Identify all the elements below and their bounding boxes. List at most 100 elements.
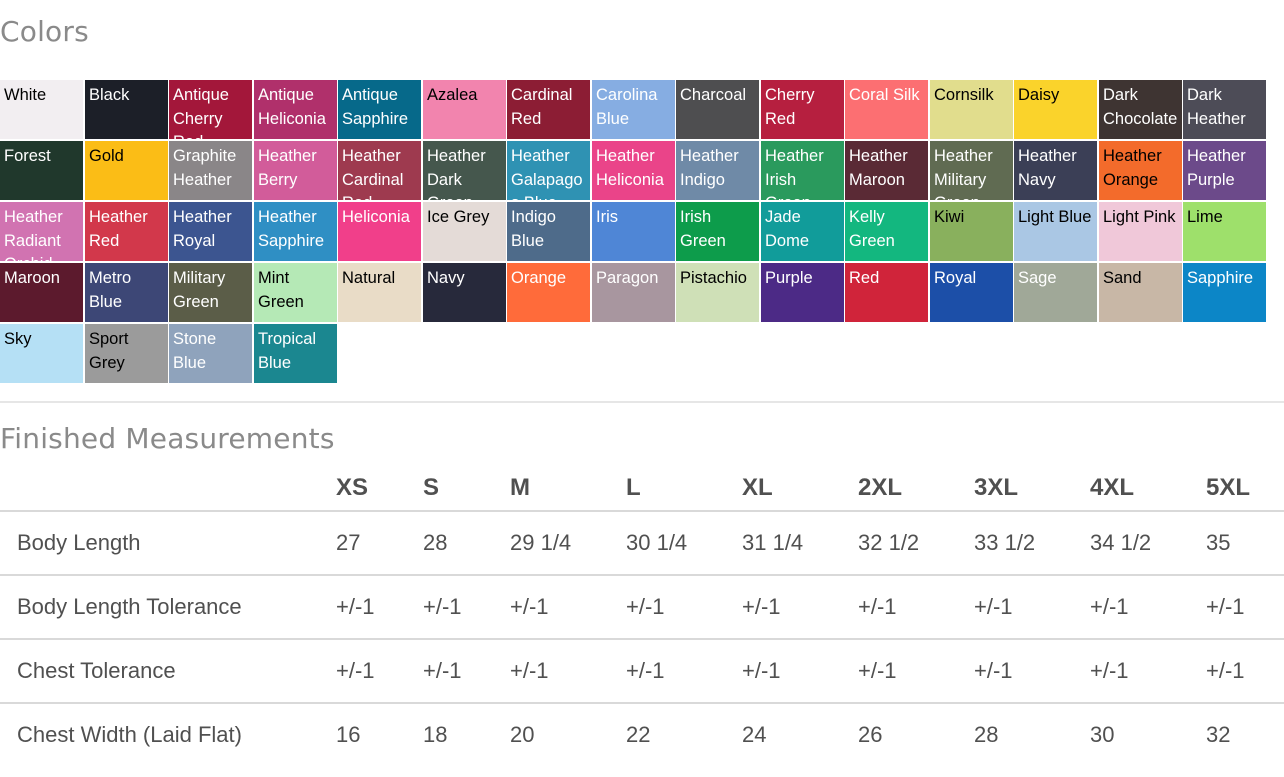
color-swatch[interactable]: Ice Grey — [423, 202, 506, 261]
color-swatch[interactable]: Heather Sapphire — [254, 202, 337, 261]
measurement-value: 30 — [1090, 722, 1115, 747]
color-swatch[interactable]: Graphite Heather — [169, 141, 252, 200]
color-swatch[interactable]: Navy — [423, 263, 506, 322]
measurement-row: Body Length Tolerance +/-1 +/-1 +/-1 +/-1 +/-… — [0, 575, 1284, 639]
color-swatch[interactable]: Sage — [1014, 263, 1097, 322]
color-swatch[interactable]: Heather Cardinal Red — [338, 141, 421, 200]
color-swatch[interactable]: White — [0, 80, 83, 139]
color-swatch[interactable]: Gold — [85, 141, 168, 200]
size-header-5xl: 5XL — [1206, 474, 1251, 501]
size-header-xl: XL — [742, 474, 773, 501]
color-swatch[interactable]: Royal — [930, 263, 1013, 322]
measurement-value: +/-1 — [626, 658, 665, 683]
color-swatch[interactable]: Stone Blue — [169, 324, 252, 383]
color-swatch[interactable]: Heather Navy — [1014, 141, 1097, 200]
color-swatch[interactable]: Heather Radiant Orchid — [0, 202, 83, 261]
measurement-label: Body Length — [17, 530, 141, 555]
color-swatch[interactable]: Antique Cherry Red — [169, 80, 252, 139]
color-swatch[interactable]: Iris — [592, 202, 675, 261]
measurement-value: +/-1 — [1090, 658, 1129, 683]
color-swatch[interactable]: Heather Heliconia — [592, 141, 675, 200]
color-swatch[interactable]: Heliconia — [338, 202, 421, 261]
color-swatch[interactable]: Paragon — [592, 263, 675, 322]
color-swatch[interactable]: Heather Galapagos Blue — [507, 141, 590, 200]
measurement-value: 26 — [858, 722, 883, 747]
color-swatch[interactable]: Cardinal Red — [507, 80, 590, 139]
color-swatch[interactable]: Sapphire — [1183, 263, 1266, 322]
size-header-xs: XS — [336, 474, 369, 501]
color-swatch[interactable]: Orange — [507, 263, 590, 322]
measurement-value: +/-1 — [626, 594, 665, 619]
color-swatch[interactable]: Heather Dark Green — [423, 141, 506, 200]
color-swatch[interactable]: Black — [85, 80, 168, 139]
color-swatch[interactable]: Sand — [1099, 263, 1182, 322]
color-swatch[interactable]: Irish Green — [676, 202, 759, 261]
measurement-value: +/-1 — [742, 594, 781, 619]
color-swatch[interactable]: Forest — [0, 141, 83, 200]
color-swatch[interactable]: Lime — [1183, 202, 1266, 261]
color-swatch[interactable]: Indigo Blue — [507, 202, 590, 261]
color-swatch[interactable]: Light Pink — [1099, 202, 1182, 261]
measurement-value: +/-1 — [336, 658, 375, 683]
size-header-3xl: 3XL — [974, 474, 1019, 501]
measurement-value: 34 1/2 — [1090, 530, 1152, 555]
measurement-value: +/-1 — [510, 658, 549, 683]
color-swatch[interactable]: Natural — [338, 263, 421, 322]
color-swatch[interactable]: Heather Purple — [1183, 141, 1266, 200]
color-swatch[interactable]: Sport Grey — [85, 324, 168, 383]
color-swatch[interactable]: Cornsilk — [930, 80, 1013, 139]
measurement-value: +/-1 — [336, 594, 375, 619]
measurement-value: 22 — [626, 722, 651, 747]
color-swatch[interactable]: Carolina Blue — [592, 80, 675, 139]
color-swatch[interactable]: Purple — [761, 263, 844, 322]
measurement-value: +/-1 — [1090, 594, 1129, 619]
section-divider — [0, 401, 1284, 403]
color-swatch[interactable]: Heather Military Green — [930, 141, 1013, 200]
measurement-value: +/-1 — [974, 594, 1013, 619]
measurement-row: Body Length 27 28 29 1/4 30 1/4 31 1/4 32 1/2 3… — [0, 511, 1284, 575]
measurement-value: +/-1 — [1206, 658, 1245, 683]
color-swatch[interactable]: Heather Red — [85, 202, 168, 261]
color-swatch[interactable]: Daisy — [1014, 80, 1097, 139]
color-swatch[interactable]: Coral Silk — [845, 80, 928, 139]
color-swatch[interactable]: Antique Heliconia — [254, 80, 337, 139]
color-swatch[interactable]: Metro Blue — [85, 263, 168, 322]
color-swatch[interactable]: Dark Heather — [1183, 80, 1266, 139]
color-swatch[interactable]: Kelly Green — [845, 202, 928, 261]
color-swatch[interactable]: Heather Maroon — [845, 141, 928, 200]
size-header-l: L — [626, 474, 641, 501]
color-swatch[interactable]: Kiwi — [930, 202, 1013, 261]
measurement-value: 20 — [510, 722, 535, 747]
color-swatch[interactable]: Heather Berry — [254, 141, 337, 200]
color-swatch[interactable]: Light Blue — [1014, 202, 1097, 261]
measurement-value: 28 — [423, 530, 448, 555]
color-swatch[interactable]: Pistachio — [676, 263, 759, 322]
color-swatch[interactable]: Military Green — [169, 263, 252, 322]
color-swatch[interactable]: Jade Dome — [761, 202, 844, 261]
color-swatch[interactable]: Charcoal — [676, 80, 759, 139]
color-swatch[interactable]: Tropical Blue — [254, 324, 337, 383]
measurement-row: Chest Width (Laid Flat) 16 18 20 22 24 26 28 30 3… — [0, 703, 1284, 766]
measurement-value: 27 — [336, 530, 361, 555]
color-swatch[interactable]: Heather Royal — [169, 202, 252, 261]
measurements-table-body: Body Length 27 28 29 1/4 30 1/4 31 1/4 32 1/2 3… — [0, 511, 1284, 766]
color-swatch[interactable]: Cherry Red — [761, 80, 844, 139]
measurement-value: +/-1 — [423, 658, 462, 683]
measurements-table: XS S M L XL 2XL 3XL 4XL 5XL Body Length 27 28 29 1/… — [0, 466, 1284, 766]
color-swatch[interactable]: Heather Orange — [1099, 141, 1182, 200]
color-swatch[interactable]: Antique Sapphire — [338, 80, 421, 139]
size-header-2xl: 2XL — [858, 474, 903, 501]
size-header-s: S — [423, 474, 440, 501]
measurement-value: +/-1 — [510, 594, 549, 619]
color-swatch[interactable]: Mint Green — [254, 263, 337, 322]
color-swatch[interactable]: Azalea — [423, 80, 506, 139]
measurement-row: Chest Tolerance +/-1 +/-1 +/-1 +/-1 +/-1 +/-1 +… — [0, 639, 1284, 703]
color-swatch[interactable]: Sky — [0, 324, 83, 383]
color-swatch[interactable]: Heather Indigo — [676, 141, 759, 200]
color-swatch[interactable]: Red — [845, 263, 928, 322]
color-swatch[interactable]: Heather Irish Green — [761, 141, 844, 200]
measurement-value: 35 — [1206, 530, 1231, 555]
measurement-value: 16 — [336, 722, 361, 747]
color-swatch[interactable]: Dark Chocolate — [1099, 80, 1182, 139]
color-swatch[interactable]: Maroon — [0, 263, 83, 322]
